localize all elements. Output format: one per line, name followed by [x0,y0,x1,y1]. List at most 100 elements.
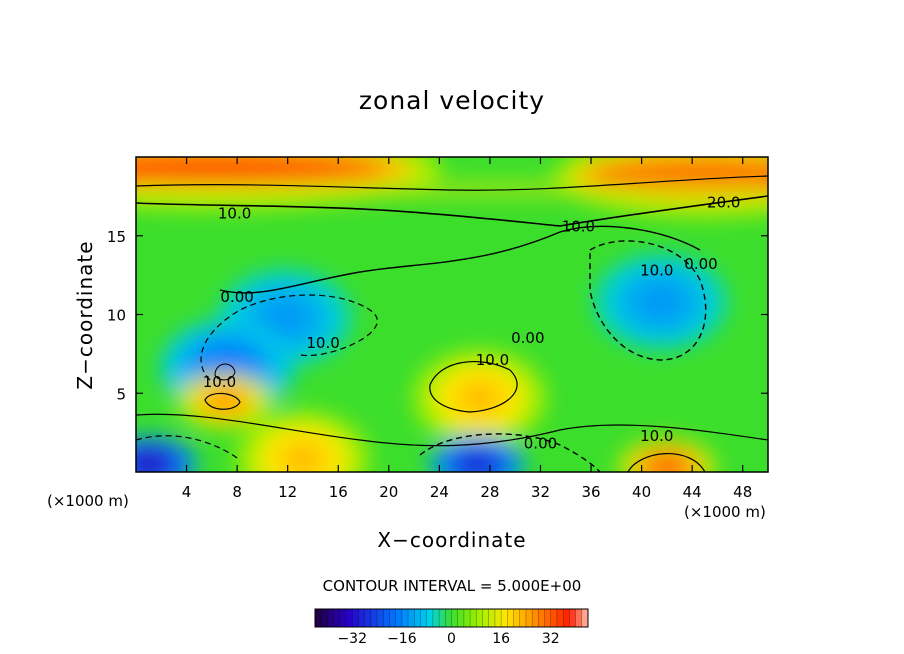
colorbar-tick-label-2: 0 [447,631,456,647]
colorbar-swatch-4 [339,609,347,627]
field-peak-2 [263,300,308,335]
colorbar-swatch-7 [358,609,365,627]
x-tick-label-0: 4 [182,483,192,501]
x-axis-label: X−coordinate [377,528,527,552]
chart-title: zonal velocity [358,86,546,115]
x-axis-unit: (×1000 m) [684,503,766,521]
colorbar-swatch-14 [401,609,409,627]
colorbar-swatch-38 [550,609,558,627]
colorbar-swatch-18 [426,609,434,627]
contour-label-9: 10.0 [203,373,236,391]
x-tick-label-8: 36 [581,483,600,501]
contour-jet-20 [136,175,768,191]
field-peak-7 [461,454,494,472]
colorbar-swatch-13 [395,609,403,627]
jet-core-0-2 [136,157,387,183]
contour-label-11: 10.0 [640,427,673,445]
contour-left-bottom [136,435,241,461]
colorbar-tick-label-0: −32 [337,631,367,647]
field-peak-3 [638,284,683,319]
colorbar-swatch-21 [445,609,452,627]
colorbar-swatch-27 [482,609,490,627]
contour-label-0: 10.0 [218,205,251,223]
colorbar-swatch-32 [513,609,521,627]
colorbar-tick-label-3: 16 [492,631,510,647]
x-tick-label-1: 8 [232,483,242,501]
colorbar-swatch-2 [327,609,334,627]
contour-label-8: 10.0 [476,351,509,369]
colorbar-swatch-9 [370,609,378,627]
colorbar-swatch-0 [315,609,322,627]
colorbar-swatch-3 [333,609,341,627]
y-tick-label-2: 15 [107,228,126,246]
colorbar-swatch-15 [408,609,415,627]
x-tick-label-10: 44 [683,483,702,501]
contour-label-2: 10.0 [562,217,595,235]
contour-label-4: 10.0 [640,261,673,279]
x-tick-label-7: 32 [531,483,550,501]
contour-left-minimum [200,294,378,381]
colorbar-swatch-31 [507,609,514,627]
colorbar-swatch-35 [532,609,539,627]
field-peak-8 [136,454,165,472]
x-tick-label-2: 12 [278,483,297,501]
contour-label-5: 0.00 [220,288,253,306]
contour-upper-10 [136,195,768,227]
x-tick-label-5: 24 [430,483,449,501]
colorbar-tick-label-4: 32 [542,631,560,647]
x-axis-left-unit: (×1000 m) [47,492,129,510]
contour-label-1: 20.0 [707,194,740,212]
colorbar-swatch-12 [389,609,396,627]
x-tick-label-3: 16 [329,483,348,501]
x-tick-label-4: 20 [379,483,398,501]
contour-bottom-minimum [419,433,601,472]
contour-left-small-minimum [214,363,236,381]
field-peak-9 [280,442,325,472]
colorbar-swatch-17 [420,609,427,627]
colorbar-swatch-24 [463,609,471,627]
contour-label-6: 10.0 [306,334,339,352]
y-axis-label: Z−coordinate [73,240,97,390]
colorbar-swatch-39 [556,609,564,627]
contour-lower [136,413,768,447]
colorbar-tick-label-1: −16 [387,631,417,647]
x-tick-label-11: 48 [733,483,752,501]
contour-right-minimum [589,240,707,361]
velocity-field [136,157,768,472]
y-tick-label-1: 10 [107,307,126,325]
colorbar-swatch-11 [383,609,390,627]
contour-label-3: 0.00 [684,255,717,273]
colorbar-swatch-16 [414,609,421,627]
colorbar-frame [314,608,589,628]
contour-label-10: 0.00 [524,435,557,453]
contour-interval-label: CONTOUR INTERVAL = 5.000E+00 [322,577,582,595]
colorbar-swatch-1 [321,609,328,627]
colorbar-swatch-37 [544,609,552,627]
colorbar-swatch-22 [451,609,459,627]
colorbar-swatch-42 [575,609,583,627]
colorbar-swatch-26 [476,609,483,627]
x-tick-label-9: 40 [632,483,651,501]
contour-zero-mid [219,225,701,294]
contour-left-maximum [204,392,241,410]
colorbar-swatch-20 [439,609,446,627]
colorbar-swatch-19 [432,609,440,627]
colorbar-swatch-29 [494,609,502,627]
colorbar-swatch-40 [563,609,570,627]
colorbar-swatch-30 [501,609,508,627]
colorbar-swatch-6 [352,609,359,627]
colorbar-swatch-34 [525,609,533,627]
colorbar-swatch-5 [346,609,353,627]
y-tick-label-0: 5 [116,385,126,403]
colorbar-swatch-43 [581,609,589,627]
colorbar-swatch-10 [377,609,384,627]
colorbar-swatch-33 [519,609,527,627]
x-tick-label-6: 28 [480,483,499,501]
contour-center-maximum [429,360,518,413]
colorbar-swatch-28 [488,609,496,627]
colorbar-swatch-36 [538,609,545,627]
field-peak-5 [457,380,502,415]
contour-right-maximum [627,453,706,472]
colorbar-swatch-41 [569,609,576,627]
